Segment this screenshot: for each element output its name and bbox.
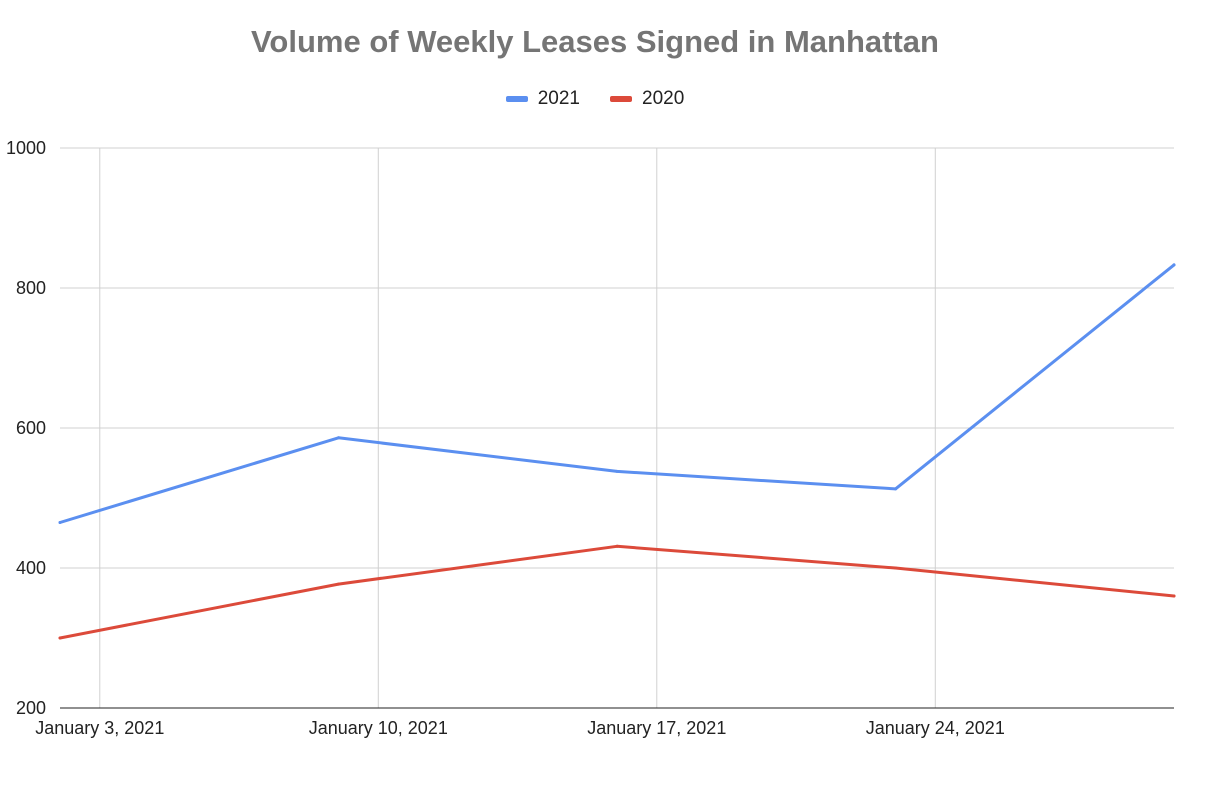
data-point-2021-3 — [894, 487, 897, 491]
legend-label-2020: 2020 — [642, 88, 685, 109]
y-tick-label-600: 600 — [16, 418, 46, 438]
x-tick-label-2: January 17, 2021 — [587, 718, 726, 738]
y-tick-label-800: 800 — [16, 278, 46, 298]
legend-label-2021: 2021 — [537, 88, 580, 109]
data-point-2020-3 — [894, 566, 897, 570]
series-line-2021 — [58, 263, 1176, 524]
data-point-2020-2 — [615, 544, 619, 548]
x-tick-label-1: January 10, 2021 — [309, 718, 448, 738]
legend-item-2021[interactable]: 2021 — [505, 88, 580, 110]
data-point-2021-2 — [615, 469, 619, 473]
chart-title: Volume of Weekly Leases Signed in Manhat… — [251, 24, 939, 59]
series-line-2020 — [58, 544, 1176, 640]
y-gridlines — [60, 147, 1174, 569]
data-point-2021-1 — [337, 436, 340, 440]
y-axis-labels: 200 400 600 800 1000 — [6, 138, 46, 718]
series-lines — [58, 263, 1176, 640]
data-point-2020-4 — [1172, 594, 1176, 598]
data-point-2021-0 — [58, 521, 62, 524]
legend: 2021 2020 — [0, 88, 1190, 110]
x-tick-label-3: January 24, 2021 — [866, 718, 1005, 738]
x-tick-label-0: January 3, 2021 — [35, 718, 164, 738]
x-gridlines — [99, 148, 936, 708]
y-tick-label-200: 200 — [16, 698, 46, 718]
y-tick-label-400: 400 — [16, 558, 46, 578]
y-tick-label-1000: 1000 — [6, 138, 46, 158]
data-point-2021-4 — [1172, 263, 1176, 267]
data-point-2020-0 — [58, 636, 62, 640]
data-point-2020-1 — [337, 582, 340, 586]
legend-swatch-2020 — [610, 96, 632, 102]
legend-item-2020[interactable]: 2020 — [610, 88, 684, 110]
legend-swatch-2021 — [505, 96, 528, 102]
x-axis-labels: January 3, 2021 January 10, 2021 January 1… — [35, 718, 1005, 738]
